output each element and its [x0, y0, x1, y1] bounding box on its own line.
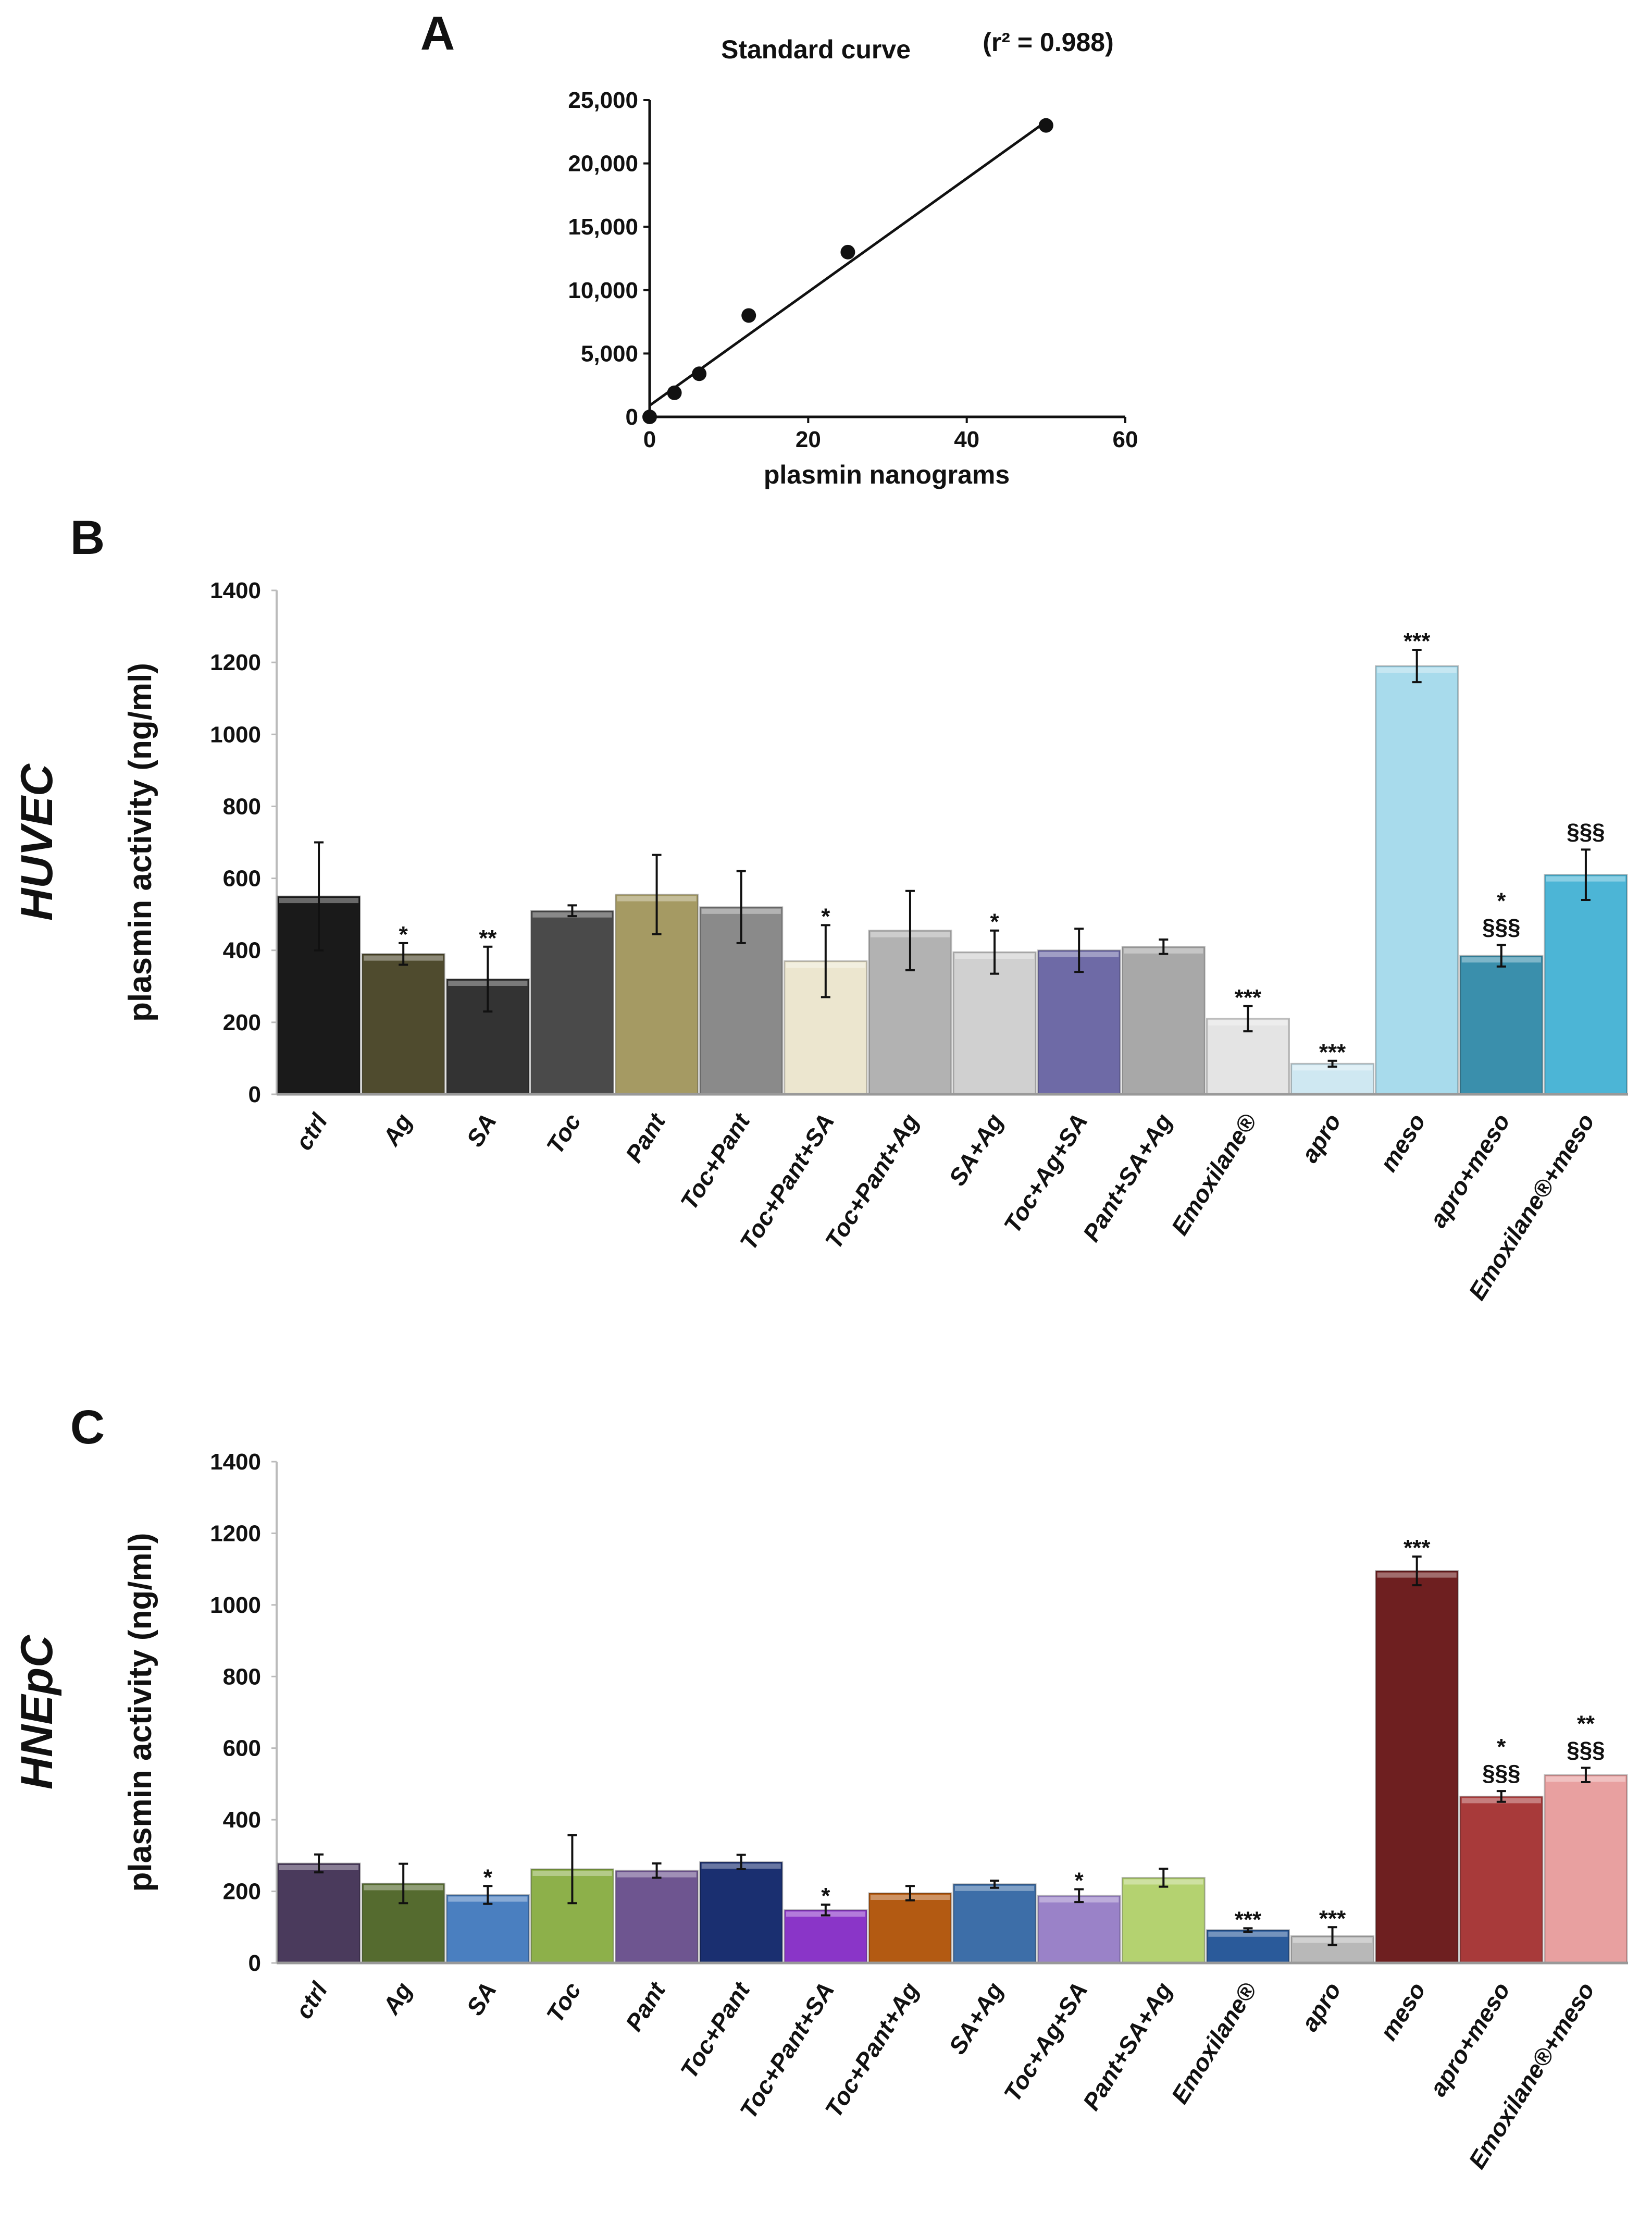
y-tick-label: 1400 — [210, 578, 261, 603]
y-tick-label: 1000 — [210, 1592, 261, 1618]
significance-marker: * — [821, 1883, 830, 1909]
data-point — [667, 385, 682, 400]
y-tick-label: 1000 — [210, 722, 261, 747]
bar-highlight — [1293, 1065, 1372, 1071]
y-tick-label: 1400 — [210, 1449, 261, 1475]
chart-title: Standard curve — [721, 35, 911, 64]
r-squared-annotation: (r² = 0.988) — [983, 28, 1114, 57]
y-tick-label: 200 — [223, 1879, 261, 1905]
bar — [277, 1862, 361, 1964]
x-axis-label: plasmin nanograms — [764, 460, 1010, 489]
y-tick-label: 0 — [249, 1082, 261, 1107]
significance-marker: §§§ — [1567, 819, 1605, 844]
bar — [1121, 1876, 1206, 1964]
y-tick-label: 0 — [249, 1950, 261, 1976]
significance-marker: *** — [1235, 1907, 1262, 1932]
significance-marker: *** — [1403, 1535, 1431, 1561]
bar — [1121, 946, 1206, 1095]
bar — [1544, 1774, 1628, 1964]
significance-marker: §§§ — [1482, 1760, 1520, 1786]
data-point — [840, 244, 855, 260]
significance-marker: ** — [1577, 1711, 1595, 1737]
y-tick-label: 0 — [626, 404, 638, 430]
significance-marker: *** — [1235, 985, 1262, 1010]
fit-line — [649, 120, 1047, 407]
bar — [1459, 955, 1544, 1095]
bar — [1459, 1795, 1544, 1964]
y-tick-label: 400 — [223, 1807, 261, 1833]
bar — [952, 1883, 1037, 1964]
panel-a-standard-curve: A Standard curve (r² = 0.988) 0 5,000 10,000 1… — [420, 7, 1138, 489]
bar-highlight — [1208, 1931, 1288, 1937]
bar — [277, 895, 361, 1095]
significance-marker: * — [399, 922, 408, 947]
panel-label: A — [420, 7, 455, 60]
y-tick-label: 600 — [223, 866, 261, 892]
x-tick-label: 60 — [1113, 427, 1138, 452]
x-tick-label: 40 — [954, 427, 979, 452]
bar — [868, 1892, 952, 1964]
y-tick-label: 20,000 — [568, 151, 638, 177]
bar — [530, 910, 614, 1095]
y-tick-label: 1200 — [210, 1521, 261, 1546]
bar — [1544, 874, 1628, 1095]
y-tick-label: 5,000 — [581, 341, 638, 366]
panel-label: C — [70, 1401, 105, 1454]
significance-marker: * — [483, 1864, 493, 1890]
data-point — [642, 410, 657, 424]
significance-marker: *** — [1319, 1040, 1346, 1065]
bar — [445, 1894, 530, 1964]
bar — [952, 951, 1037, 1095]
bar — [1375, 1570, 1459, 1964]
significance-marker: * — [1497, 1734, 1506, 1760]
bar — [784, 1909, 868, 1964]
x-tick-label: 20 — [796, 427, 821, 452]
significance-marker: * — [990, 909, 1000, 935]
bar — [1375, 665, 1459, 1095]
y-tick-label: 200 — [223, 1010, 261, 1035]
panel-label: B — [70, 511, 105, 564]
y-tick-label: 800 — [223, 794, 261, 819]
significance-marker: §§§ — [1567, 1737, 1605, 1763]
significance-marker: * — [1075, 1868, 1084, 1893]
y-tick-label: 1200 — [210, 650, 261, 675]
y-tick-label: 15,000 — [568, 214, 638, 240]
y-tick-label: 10,000 — [568, 278, 638, 303]
cell-line-label: HNEpC — [12, 1634, 62, 1789]
bar — [1037, 949, 1121, 1095]
bar — [1206, 1929, 1290, 1964]
bar — [699, 1861, 784, 1964]
significance-marker: *** — [1403, 628, 1431, 654]
significance-marker: §§§ — [1482, 914, 1520, 940]
y-axis-label: plasmin activity (ng/ml) — [122, 663, 158, 1022]
bar — [1037, 1895, 1121, 1964]
bar — [615, 1870, 699, 1964]
y-tick-label: 400 — [223, 938, 261, 964]
y-tick-label: 800 — [223, 1664, 261, 1689]
x-tick-label: 0 — [643, 427, 656, 452]
data-point — [1038, 118, 1053, 133]
significance-marker: * — [821, 904, 830, 929]
significance-marker: * — [1497, 888, 1506, 913]
y-tick-label: 600 — [223, 1736, 261, 1761]
cell-line-label: HUVEC — [12, 763, 62, 921]
y-axis-label: plasmin activity (ng/ml) — [122, 1533, 158, 1892]
y-tick-label: 25,000 — [568, 88, 638, 113]
data-point — [741, 308, 756, 323]
significance-marker: *** — [1319, 1906, 1346, 1931]
bar — [361, 953, 445, 1095]
data-point — [692, 366, 707, 381]
significance-marker: ** — [479, 925, 497, 951]
